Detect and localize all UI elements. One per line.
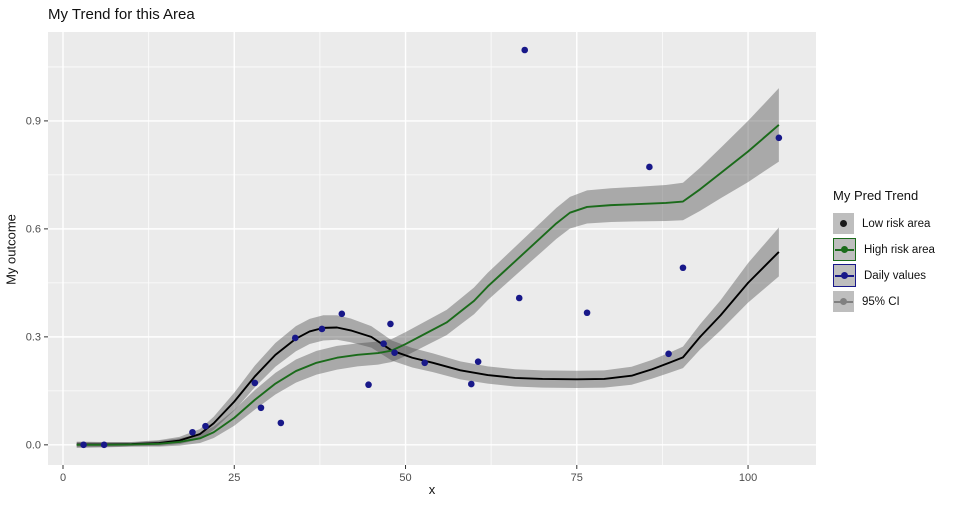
chart-title: My Trend for this Area — [48, 6, 195, 23]
x-tick-label: 100 — [739, 472, 757, 484]
major-gridlines — [48, 32, 816, 465]
legend-item-label: Low risk area — [862, 217, 931, 230]
data-point — [338, 310, 346, 318]
y-tick-label: 0.0 — [26, 439, 41, 451]
legend-key-dot — [841, 246, 848, 253]
x-tick-label: 75 — [571, 472, 583, 484]
data-point — [515, 294, 523, 302]
x-tick-label: 25 — [228, 472, 240, 484]
data-point — [775, 134, 783, 142]
y-axis-label: My outcome — [3, 214, 19, 285]
high-risk-area-line — [76, 124, 780, 446]
data-point — [380, 340, 387, 348]
legend: My Pred Trend Low risk area High risk are… — [833, 188, 957, 316]
x-tick-label: 50 — [399, 472, 411, 484]
legend-items: Low risk area High risk area Daily values 9… — [833, 212, 957, 313]
data-point — [474, 358, 482, 365]
legend-key-dot — [841, 272, 848, 279]
legend-item: 95% CI — [833, 290, 957, 313]
data-point — [646, 163, 653, 171]
y-tick-label: 0.3 — [26, 331, 41, 343]
data-point — [257, 404, 265, 412]
legend-title: My Pred Trend — [833, 188, 919, 203]
x-tick-label: 0 — [60, 472, 66, 484]
data-point — [291, 334, 299, 342]
legend-item-label: 95% CI — [862, 295, 900, 308]
data-point — [665, 350, 672, 358]
data-point — [251, 379, 259, 387]
legend-item: Low risk area — [833, 212, 957, 235]
legend-item-label: High risk area — [864, 243, 935, 256]
legend-key-dot — [840, 298, 847, 305]
data-point — [421, 359, 429, 367]
legend-item: High risk area — [833, 238, 957, 261]
legend-key-daily-values — [833, 264, 856, 287]
y-tick-label: 0.9 — [26, 115, 41, 127]
data-point — [391, 349, 398, 357]
legend-item: Daily values — [833, 264, 957, 287]
plot-panel — [48, 32, 816, 465]
legend-key-95-ci — [833, 291, 854, 312]
data-point — [583, 309, 591, 317]
legend-item-label: Daily values — [864, 269, 926, 282]
legend-key-dot — [840, 220, 847, 227]
data-point — [318, 325, 326, 333]
x-axis-label: x — [428, 482, 436, 497]
data-point — [100, 441, 108, 449]
legend-key-low-risk-area — [833, 213, 854, 234]
daily-values-points — [80, 46, 783, 449]
data-point — [387, 320, 394, 328]
legend-key-high-risk-area — [833, 238, 856, 261]
data-point — [189, 428, 196, 436]
minor-gridlines — [48, 32, 816, 465]
data-point — [679, 264, 687, 272]
y-tick-label: 0.6 — [26, 223, 41, 235]
data-point — [277, 419, 285, 427]
data-point — [521, 46, 529, 54]
data-point — [80, 441, 87, 449]
data-point — [202, 422, 209, 430]
data-point — [365, 381, 372, 389]
data-point — [467, 380, 475, 388]
axis-ticks: 0 25 50 75 100 0.0 0.3 0.6 0.9 — [26, 115, 758, 484]
